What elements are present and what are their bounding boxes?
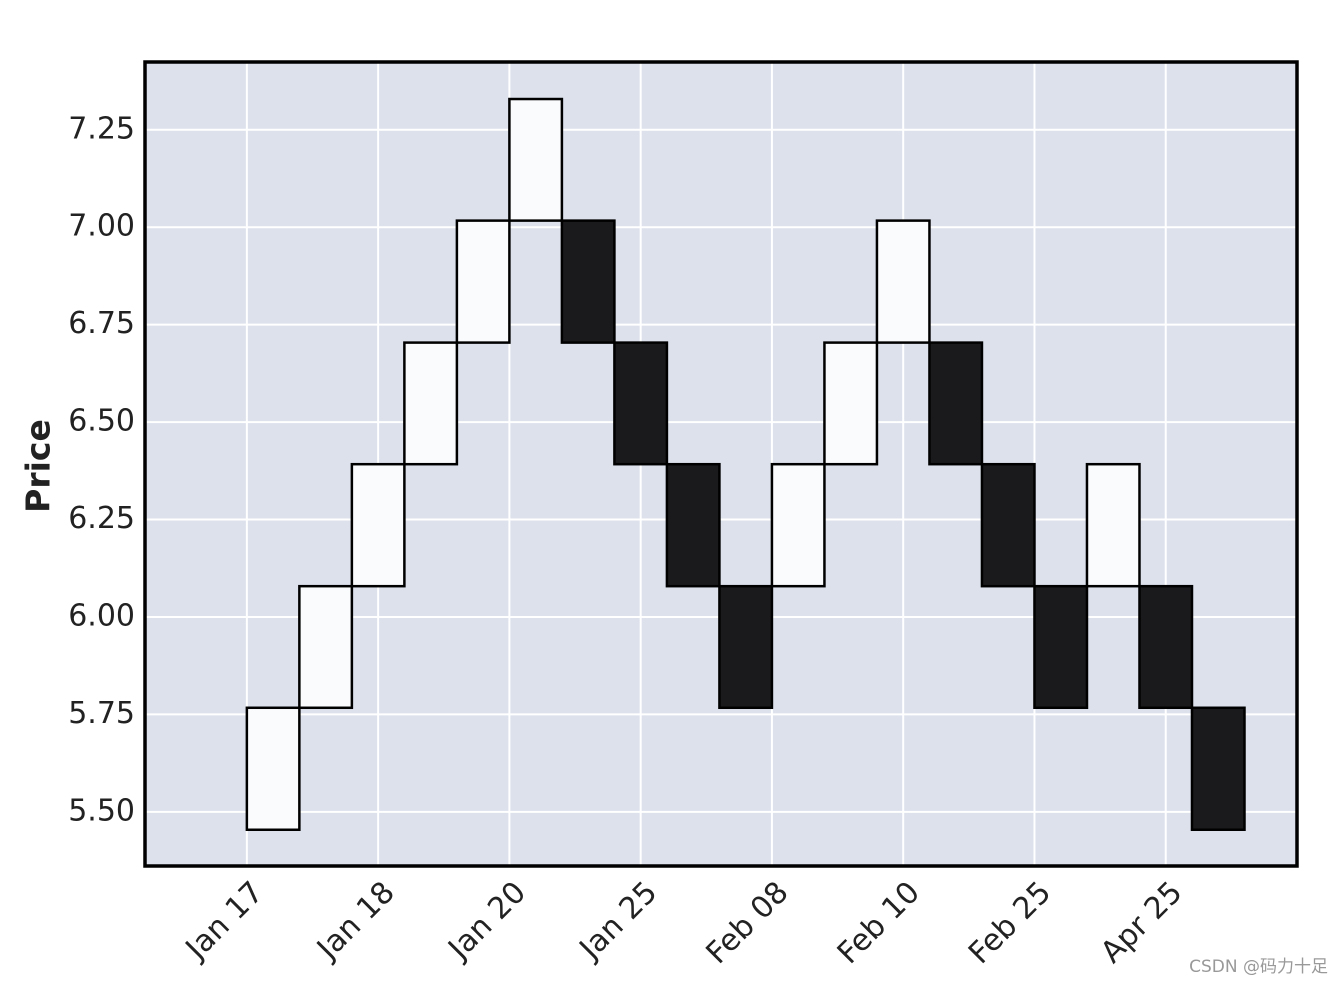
renko-brick	[665, 462, 721, 588]
renko-brick	[875, 219, 931, 344]
x-tick-label: Apr 25	[1094, 875, 1189, 970]
renko-brick	[1033, 584, 1089, 710]
y-axis-label: Price	[19, 419, 58, 513]
renko-brick	[1190, 706, 1246, 832]
renko-brick	[245, 706, 301, 832]
y-tick-label: 6.75	[68, 306, 135, 341]
x-tick-label: Jan 25	[572, 875, 665, 968]
renko-brick	[928, 341, 984, 466]
renko-brick	[1085, 462, 1141, 588]
renko-brick	[980, 462, 1036, 588]
y-tick-label: 7.25	[68, 111, 135, 146]
y-tick-label: 6.50	[68, 404, 135, 439]
renko-brick	[1138, 584, 1194, 710]
x-tick-label: Jan 17	[178, 875, 271, 968]
renko-brick	[508, 97, 564, 222]
renko-brick	[403, 341, 459, 466]
renko-brick	[613, 341, 669, 466]
plot-frame	[143, 60, 1299, 868]
watermark: CSDN @码力十足	[1189, 957, 1328, 977]
renko-brick	[718, 584, 774, 710]
y-tick-label: 7.00	[68, 209, 135, 244]
y-tick-label: 5.75	[68, 696, 135, 731]
y-tick-label: 6.25	[68, 501, 135, 536]
renko-brick	[560, 219, 616, 344]
renko-brick	[350, 462, 406, 588]
x-tick-label: Jan 18	[309, 875, 402, 968]
y-tick-label: 5.50	[68, 793, 135, 828]
x-tick-label: Jan 20	[440, 875, 533, 968]
x-tick-label: Feb 25	[962, 875, 1058, 971]
y-tick-label: 6.00	[68, 598, 135, 633]
renko-brick	[823, 341, 879, 466]
renko-brick	[770, 462, 826, 588]
x-tick-label: Feb 10	[831, 875, 927, 971]
renko-brick	[298, 584, 354, 710]
renko-brick	[455, 219, 511, 344]
x-tick-label: Feb 08	[700, 875, 796, 971]
